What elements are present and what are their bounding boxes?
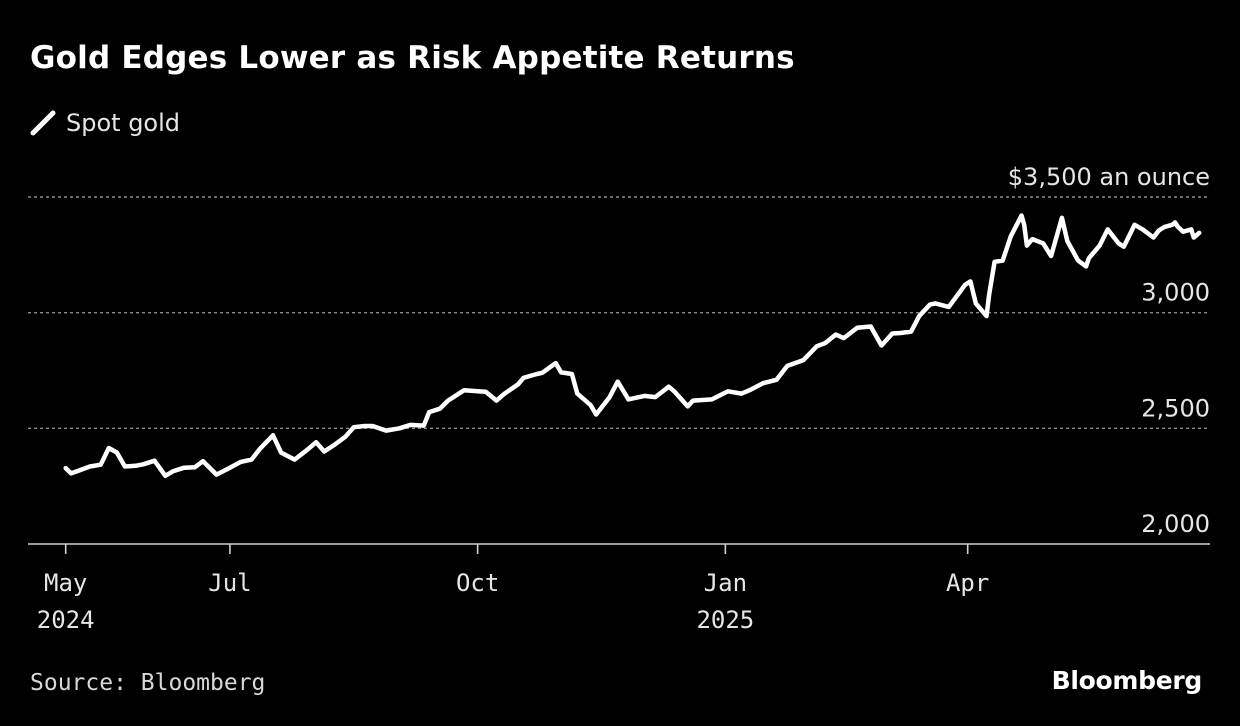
series-line-spot-gold <box>63 213 1202 479</box>
source-note: Source: Bloomberg <box>30 670 266 696</box>
legend-line-swatch-icon <box>30 110 56 136</box>
y-tick-label-2500: 2,500 <box>1141 394 1210 422</box>
x-tick-sublabel-jan: 2025 <box>696 606 754 634</box>
y-tick-label-3500: $3,500 an ounce <box>1008 163 1210 191</box>
x-tick-sublabel-may: 2024 <box>37 606 95 634</box>
legend-label-spot-gold: Spot gold <box>66 109 181 137</box>
bloomberg-logo: Bloomberg <box>1051 666 1203 695</box>
x-tick-label-apr: Apr <box>946 569 989 597</box>
x-tick-label-may: May <box>44 569 87 597</box>
x-tick-label-jan: Jan <box>704 569 747 597</box>
y-tick-label-2000: 2,000 <box>1141 510 1210 538</box>
chart-legend: Spot gold <box>30 109 180 137</box>
x-tick-label-oct: Oct <box>456 569 499 597</box>
x-tick-label-jul: Jul <box>208 569 251 597</box>
y-tick-label-3000: 3,000 <box>1141 279 1210 307</box>
chart-title: Gold Edges Lower as Risk Appetite Return… <box>30 40 795 76</box>
